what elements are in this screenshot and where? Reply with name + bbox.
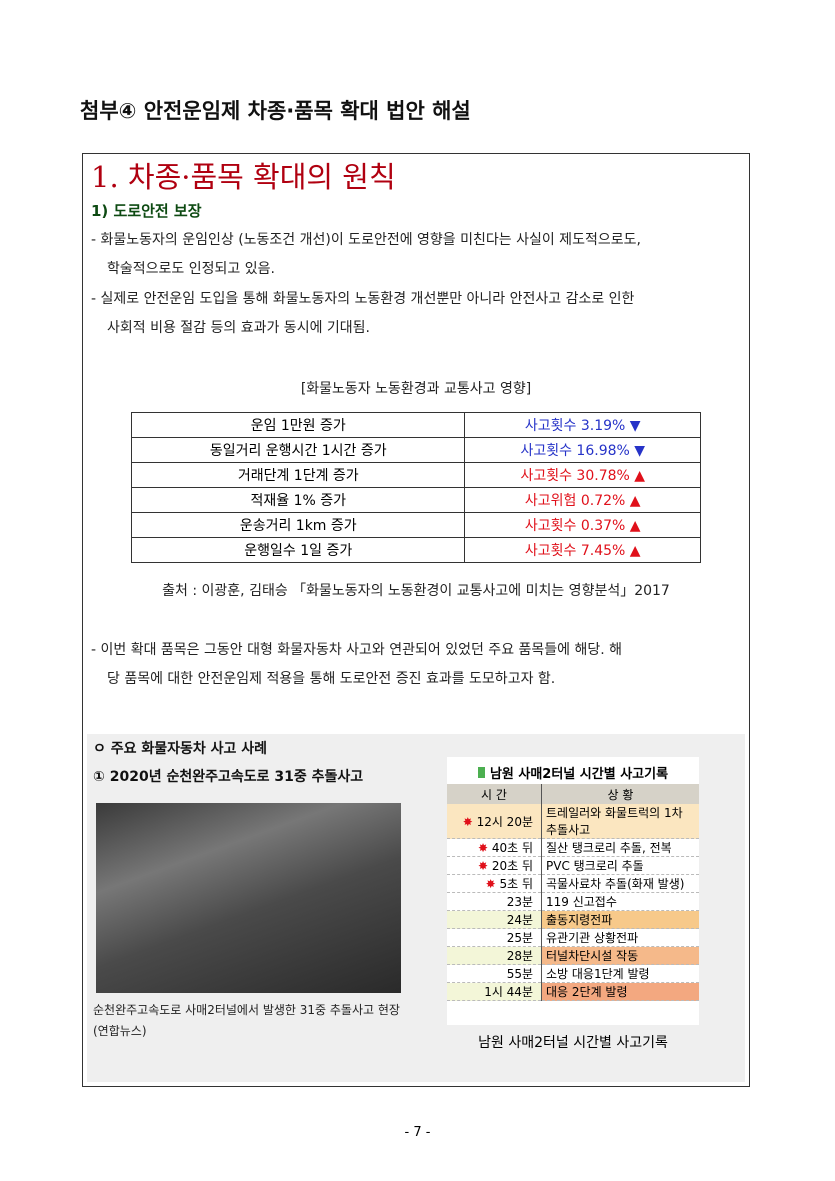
factor-cell: 운행일수 1일 증가 bbox=[130, 537, 466, 563]
effects-table: 운임 1만원 증가 사고횟수 3.19% ▼ 동일거리 운행시간 1시간 증가 사고횟… bbox=[130, 412, 701, 563]
timeline-time: ✸ 40초 뒤 bbox=[447, 838, 542, 857]
factor-cell: 운송거리 1km 증가 bbox=[130, 512, 466, 538]
timeline-time: ✸ 12시 20분 bbox=[447, 804, 542, 839]
section-title: 1. 차종·품목 확대의 원칙 bbox=[91, 160, 396, 194]
time-text: 12시 20분 bbox=[476, 814, 533, 829]
effect-cell: 사고횟수 30.78% ▲ bbox=[464, 462, 701, 488]
timeline-event: 출동지령전파 bbox=[541, 910, 699, 929]
timeline-time: 23분 bbox=[447, 892, 542, 911]
effects-row: 거래단계 1단계 증가 사고횟수 30.78% ▲ bbox=[130, 462, 701, 488]
timeline-header-event: 상 황 bbox=[541, 784, 699, 804]
timeline-title-text: 남원 사매2터널 시간별 사고기록 bbox=[489, 767, 669, 782]
time-text: 55분 bbox=[506, 967, 533, 981]
timeline-caption: 남원 사매2터널 시간별 사고기록 bbox=[478, 1035, 668, 1051]
timeline-row: ✸ 12시 20분 트레일러와 화물트럭의 1차 추돌사고 bbox=[447, 804, 699, 839]
paragraph-line: - 실제로 안전운임 도입을 통해 화물노동자의 노동환경 개선뿐만 아니라 안… bbox=[91, 291, 635, 307]
paragraph-2: - 실제로 안전운임 도입을 통해 화물노동자의 노동환경 개선뿐만 아니라 안… bbox=[91, 285, 741, 343]
factor-cell: 운임 1만원 증가 bbox=[130, 412, 466, 438]
timeline-title: 남원 사매2터널 시간별 사고기록 bbox=[447, 757, 699, 784]
accident-photo bbox=[96, 803, 401, 993]
timeline-row: 23분 119 신고접수 bbox=[447, 892, 699, 911]
timeline-event: PVC 탱크로리 추돌 bbox=[541, 856, 699, 875]
burst-icon: ✸ bbox=[462, 814, 477, 829]
time-text: 28분 bbox=[506, 949, 533, 963]
factor-cell: 동일거리 운행시간 1시간 증가 bbox=[130, 437, 466, 463]
paragraph-line: 학술적으로도 인정되고 있음. bbox=[107, 261, 275, 277]
factor-cell: 거래단계 1단계 증가 bbox=[130, 462, 466, 488]
timeline-event: 유관기관 상황전파 bbox=[541, 928, 699, 947]
timeline-row: ✸ 5초 뒤 곡물사료차 추돌(화재 발생) bbox=[447, 874, 699, 893]
timeline-time: 28분 bbox=[447, 946, 542, 965]
time-text: 40초 뒤 bbox=[491, 841, 533, 855]
timeline-time: ✸ 20초 뒤 bbox=[447, 856, 542, 875]
effects-row: 운송거리 1km 증가 사고횟수 0.37% ▲ bbox=[130, 512, 701, 538]
timeline-row: 24분 출동지령전파 bbox=[447, 910, 699, 929]
effect-cell: 사고횟수 16.98% ▼ bbox=[464, 437, 701, 463]
photo-caption: 순천완주고속도로 사매2터널에서 발생한 31중 추돌사고 현장 (연합뉴스) bbox=[93, 1003, 400, 1038]
time-text: 23분 bbox=[506, 895, 533, 909]
effects-row: 운행일수 1일 증가 사고횟수 7.45% ▲ bbox=[130, 537, 701, 563]
document-title: 첨부④ 안전운임제 차종·품목 확대 법안 해설 bbox=[80, 99, 471, 123]
effect-cell: 사고횟수 7.45% ▲ bbox=[464, 537, 701, 563]
page-number: - 7 - bbox=[404, 1125, 431, 1140]
effects-row: 적재율 1% 증가 사고위험 0.72% ▲ bbox=[130, 487, 701, 513]
time-text: 5초 뒤 bbox=[499, 877, 533, 891]
timeline-row: 25분 유관기관 상황전파 bbox=[447, 928, 699, 947]
time-text: 24분 bbox=[506, 913, 533, 927]
paragraph-line: - 이번 확대 품목은 그동안 대형 화물자동차 사고와 연관되어 있었던 주요… bbox=[91, 642, 623, 658]
timeline-time: 1시 44분 bbox=[447, 982, 542, 1001]
timeline-row: ✸ 40초 뒤 질산 탱크로리 추돌, 전복 bbox=[447, 838, 699, 857]
timeline-row: 1시 44분 대응 2단계 발령 bbox=[447, 982, 699, 1001]
timeline-time: ✸ 5초 뒤 bbox=[447, 874, 542, 893]
time-text: 20초 뒤 bbox=[491, 859, 533, 873]
timeline-event: 터널차단시설 작동 bbox=[541, 946, 699, 965]
content-box: 1. 차종·품목 확대의 원칙 1) 도로안전 보장 - 화물노동자의 운임인상… bbox=[82, 153, 750, 1087]
burst-icon: ✸ bbox=[477, 859, 492, 873]
subsection-title: 1) 도로안전 보장 bbox=[91, 202, 202, 220]
paragraph-1: - 화물노동자의 운임인상 (노동조건 개선)이 도로안전에 영향을 미친다는 … bbox=[91, 226, 741, 284]
timeline-event: 119 신고접수 bbox=[541, 892, 699, 911]
timeline-row: 28분 터널차단시설 작동 bbox=[447, 946, 699, 965]
timeline-event: 질산 탱크로리 추돌, 전복 bbox=[541, 838, 699, 857]
case-title: ① 2020년 순천완주고속도로 31중 추돌사고 bbox=[93, 769, 364, 785]
effect-cell: 사고위험 0.72% ▲ bbox=[464, 487, 701, 513]
timeline-time: 24분 bbox=[447, 910, 542, 929]
paragraph-line: - 화물노동자의 운임인상 (노동조건 개선)이 도로안전에 영향을 미친다는 … bbox=[91, 232, 641, 248]
cases-heading: ㅇ 주요 화물자동차 사고 사례 bbox=[93, 741, 268, 757]
timeline-event: 곡물사료차 추돌(화재 발생) bbox=[541, 874, 699, 893]
timeline-header-time: 시 간 bbox=[447, 784, 542, 804]
effects-row: 동일거리 운행시간 1시간 증가 사고횟수 16.98% ▼ bbox=[130, 437, 701, 463]
table-caption: [화물노동자 노동환경과 교통사고 영향] bbox=[300, 381, 532, 397]
burst-icon: ✸ bbox=[477, 841, 492, 855]
timeline-event: 소방 대응1단계 발령 bbox=[541, 964, 699, 983]
paragraph-line: 당 품목에 대한 안전운임제 적용을 통해 도로안전 증진 효과를 도모하고자 … bbox=[107, 671, 556, 687]
burst-icon: ✸ bbox=[485, 877, 500, 891]
accident-cases-section: ㅇ 주요 화물자동차 사고 사례 ① 2020년 순천완주고속도로 31중 추돌… bbox=[87, 734, 745, 1082]
timeline-time: 25분 bbox=[447, 928, 542, 947]
paragraph-line: 사회적 비용 절감 등의 효과가 동시에 기대됨. bbox=[107, 320, 370, 336]
effect-cell: 사고횟수 0.37% ▲ bbox=[464, 512, 701, 538]
green-square-icon bbox=[477, 767, 485, 778]
factor-cell: 적재율 1% 증가 bbox=[130, 487, 466, 513]
timeline-event: 대응 2단계 발령 bbox=[541, 982, 699, 1001]
timeline-row: ✸ 20초 뒤 PVC 탱크로리 추돌 bbox=[447, 856, 699, 875]
effects-row: 운임 1만원 증가 사고횟수 3.19% ▼ bbox=[130, 412, 701, 438]
timeline-time: 55분 bbox=[447, 964, 542, 983]
paragraph-3: - 이번 확대 품목은 그동안 대형 화물자동차 사고와 연관되어 있었던 주요… bbox=[91, 636, 741, 694]
time-text: 1시 44분 bbox=[484, 985, 533, 999]
effect-cell: 사고횟수 3.19% ▼ bbox=[464, 412, 701, 438]
time-text: 25분 bbox=[506, 931, 533, 945]
timeline-event: 트레일러와 화물트럭의 1차 추돌사고 bbox=[541, 804, 699, 839]
timeline-row: 55분 소방 대응1단계 발령 bbox=[447, 964, 699, 983]
source-citation: 출처 : 이광훈, 김태승 「화물노동자의 노동환경이 교통사고에 미치는 영향… bbox=[162, 583, 670, 599]
